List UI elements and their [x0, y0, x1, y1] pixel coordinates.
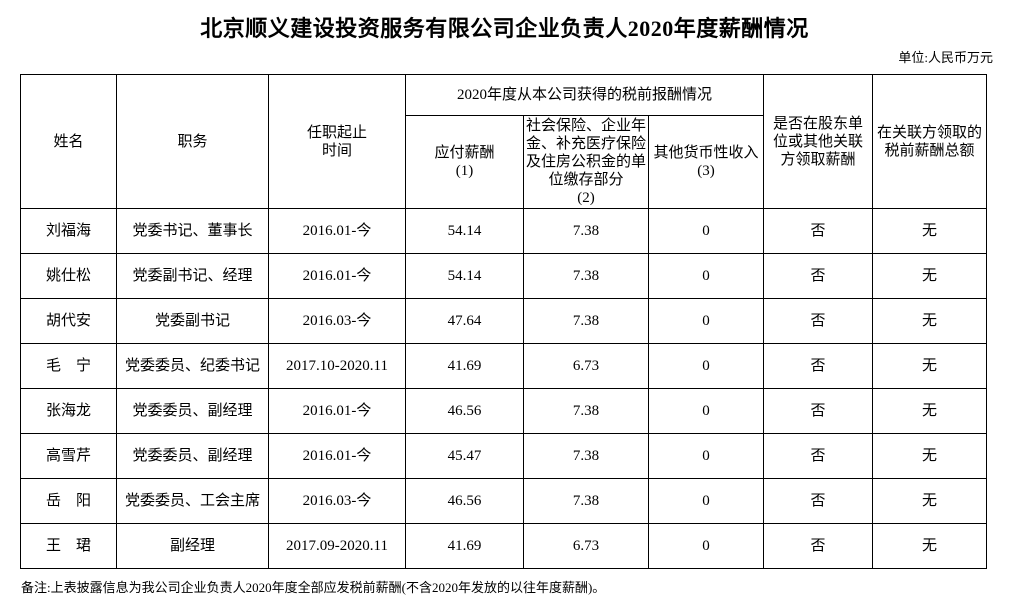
table-row: 岳 阳 党委委员、工会主席 2016.03-今 46.56 7.38 0 否 无 — [20, 478, 988, 524]
unit-note: 单位:人民币万元 — [898, 50, 993, 65]
cell-name: 王 珺 — [20, 523, 117, 569]
cell-position: 党委书记、董事长 — [116, 208, 269, 254]
col-header-name: 姓名 — [20, 74, 117, 209]
col-header-payable: 应付薪酬 (1) — [405, 115, 524, 209]
cell-related-total: 无 — [872, 343, 988, 389]
header-row-sub: 应付薪酬 (1) 社会保险、企业年 金、补充医疗保险 及住房公积金的单 位缴存部… — [21, 115, 987, 209]
cell-other-income: 0 — [647, 433, 765, 479]
page-title: 北京顺义建设投资服务有限公司企业负责人2020年度薪酬情况 — [200, 16, 809, 41]
cell-related-total: 无 — [872, 478, 988, 524]
cell-insurance: 7.38 — [523, 433, 649, 479]
cell-tenure: 2017.09-2020.11 — [268, 523, 406, 569]
footer-note: 备注:上表披露信息为我公司企业负责人2020年度全部应发税前薪酬(不含2020年… — [21, 580, 606, 595]
salary-table: 姓名 职务 任职起止 时间 2020年度从本公司获得的税前报酬情况 是否在股东单… — [20, 74, 988, 569]
header-row-top: 姓名 职务 任职起止 时间 2020年度从本公司获得的税前报酬情况 是否在股东单… — [20, 74, 988, 209]
col-header-insurance: 社会保险、企业年 金、补充医疗保险 及住房公积金的单 位缴存部分 (2) — [523, 115, 649, 209]
cell-related-total: 无 — [872, 208, 988, 254]
cell-tenure: 2016.03-今 — [268, 478, 406, 524]
col-header-other-income: 其他货币性收入 (3) — [647, 115, 765, 209]
cell-payable: 41.69 — [405, 523, 524, 569]
cell-position: 党委委员、副经理 — [116, 433, 269, 479]
cell-payable: 46.56 — [405, 388, 524, 434]
cell-related-total: 无 — [872, 388, 988, 434]
cell-other-income: 0 — [647, 478, 765, 524]
cell-shareholder: 否 — [763, 433, 874, 479]
cell-name: 张海龙 — [20, 388, 117, 434]
col-header-position: 职务 — [116, 74, 269, 209]
cell-tenure: 2016.01-今 — [268, 253, 406, 299]
cell-payable: 54.14 — [405, 208, 524, 254]
cell-shareholder: 否 — [763, 523, 874, 569]
cell-shareholder: 否 — [763, 388, 874, 434]
table-row: 高雪芹 党委委员、副经理 2016.01-今 45.47 7.38 0 否 无 — [20, 433, 988, 479]
cell-tenure: 2016.03-今 — [268, 298, 406, 344]
cell-other-income: 0 — [647, 523, 765, 569]
cell-name: 胡代安 — [20, 298, 117, 344]
cell-position: 党委委员、工会主席 — [116, 478, 269, 524]
table-row: 姚仕松 党委副书记、经理 2016.01-今 54.14 7.38 0 否 无 — [20, 253, 988, 299]
col-header-shareholder: 是否在股东单 位或其他关联 方领取薪酬 — [763, 74, 874, 209]
cell-payable: 46.56 — [405, 478, 524, 524]
table-row: 张海龙 党委委员、副经理 2016.01-今 46.56 7.38 0 否 无 — [20, 388, 988, 434]
cell-name: 姚仕松 — [20, 253, 117, 299]
cell-other-income: 0 — [647, 208, 765, 254]
cell-other-income: 0 — [647, 298, 765, 344]
cell-name: 高雪芹 — [20, 433, 117, 479]
cell-insurance: 6.73 — [523, 523, 649, 569]
col-header-related-total: 在关联方领取的 税前薪酬总额 — [872, 74, 988, 209]
cell-shareholder: 否 — [763, 298, 874, 344]
table-row: 毛 宁 党委委员、纪委书记 2017.10-2020.11 41.69 6.73… — [20, 343, 988, 389]
cell-insurance: 6.73 — [523, 343, 649, 389]
cell-insurance: 7.38 — [523, 208, 649, 254]
cell-other-income: 0 — [647, 343, 765, 389]
cell-other-income: 0 — [647, 388, 765, 434]
cell-related-total: 无 — [872, 523, 988, 569]
cell-tenure: 2016.01-今 — [268, 433, 406, 479]
cell-insurance: 7.38 — [523, 478, 649, 524]
cell-tenure: 2016.01-今 — [268, 388, 406, 434]
cell-tenure: 2016.01-今 — [268, 208, 406, 254]
cell-name: 刘福海 — [20, 208, 117, 254]
cell-related-total: 无 — [872, 433, 988, 479]
cell-name: 毛 宁 — [20, 343, 117, 389]
cell-position: 党委委员、副经理 — [116, 388, 269, 434]
col-header-tenure: 任职起止 时间 — [268, 74, 406, 209]
table-header: 姓名 职务 任职起止 时间 2020年度从本公司获得的税前报酬情况 是否在股东单… — [20, 74, 988, 209]
cell-shareholder: 否 — [763, 478, 874, 524]
table-body: 刘福海 党委书记、董事长 2016.01-今 54.14 7.38 0 否 无 … — [20, 208, 988, 569]
cell-payable: 45.47 — [405, 433, 524, 479]
cell-insurance: 7.38 — [523, 298, 649, 344]
table-row: 王 珺 副经理 2017.09-2020.11 41.69 6.73 0 否 无 — [20, 523, 988, 569]
cell-position: 党委委员、纪委书记 — [116, 343, 269, 389]
cell-shareholder: 否 — [763, 253, 874, 299]
cell-related-total: 无 — [872, 298, 988, 344]
cell-shareholder: 否 — [763, 208, 874, 254]
cell-position: 党委副书记、经理 — [116, 253, 269, 299]
cell-payable: 47.64 — [405, 298, 524, 344]
cell-insurance: 7.38 — [523, 388, 649, 434]
col-header-group-2020: 2020年度从本公司获得的税前报酬情况 — [404, 74, 765, 116]
cell-payable: 41.69 — [405, 343, 524, 389]
cell-position: 副经理 — [116, 523, 269, 569]
cell-name: 岳 阳 — [20, 478, 117, 524]
cell-other-income: 0 — [647, 253, 765, 299]
cell-insurance: 7.38 — [523, 253, 649, 299]
cell-position: 党委副书记 — [116, 298, 269, 344]
cell-shareholder: 否 — [763, 343, 874, 389]
cell-tenure: 2017.10-2020.11 — [268, 343, 406, 389]
cell-payable: 54.14 — [405, 253, 524, 299]
table-row: 刘福海 党委书记、董事长 2016.01-今 54.14 7.38 0 否 无 — [20, 208, 988, 254]
cell-related-total: 无 — [872, 253, 988, 299]
table-row: 胡代安 党委副书记 2016.03-今 47.64 7.38 0 否 无 — [20, 298, 988, 344]
